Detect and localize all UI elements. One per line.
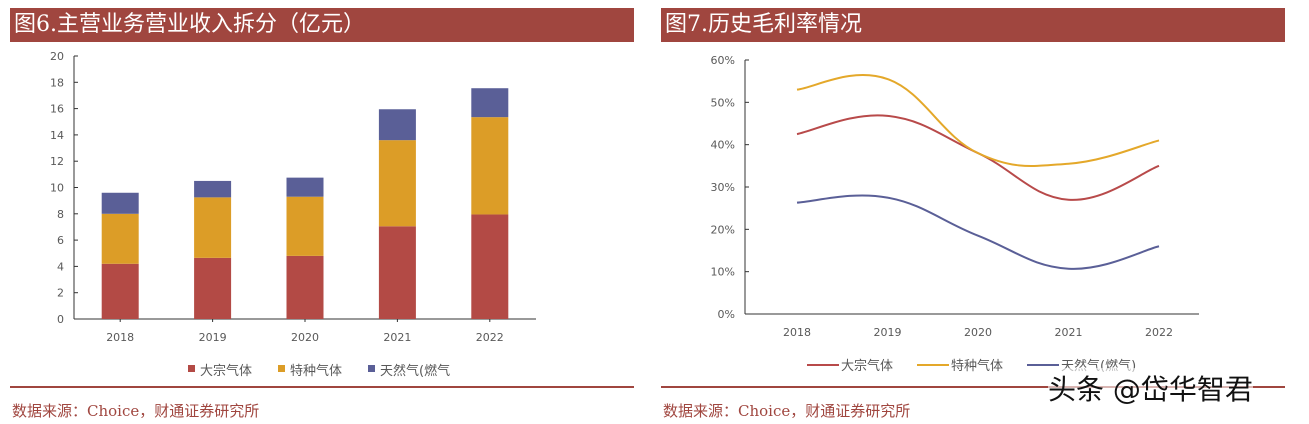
chart-title: 图6.主营业务营业收入拆分（亿元）: [10, 8, 634, 42]
bar-1-2018: [101, 213, 139, 264]
legend-label: 天然气(燃气: [380, 363, 450, 379]
y-tick-label: 18: [50, 76, 64, 89]
y-tick-label: 14: [50, 129, 64, 142]
bar-2-2019: [194, 180, 232, 198]
chart-panel-revenue: 图6.主营业务营业收入拆分（亿元） 0 2 4 6 8 10 12 14 16 18 20 2018 2…: [10, 0, 634, 424]
chart-panel-margin: 图7.历史毛利率情况 0% 10% 20% 30% 40% 50% 60% 2018 2019 2…: [661, 0, 1285, 424]
x-tick-label: 2019: [199, 331, 227, 344]
y-tick-label: 12: [50, 155, 64, 168]
y-tick-label: 50%: [711, 96, 735, 109]
bar-0-2021: [378, 226, 416, 319]
y-tick-label: 16: [50, 103, 64, 116]
bar-2-2021: [378, 109, 416, 141]
bar-0-2018: [101, 263, 139, 319]
bar-0-2020: [286, 255, 324, 319]
x-tick-label: 2022: [1145, 326, 1173, 339]
bar-1-2020: [286, 196, 324, 256]
y-tick-label: 8: [57, 208, 64, 221]
y-tick-label: 10%: [711, 266, 735, 279]
line-series-2: [796, 194, 1160, 270]
x-tick-label: 2018: [783, 326, 811, 339]
x-tick-label: 2022: [476, 331, 504, 344]
legend-label: 大宗气体: [841, 358, 893, 374]
legend-label: 特种气体: [951, 358, 1003, 374]
legend-swatch: [278, 365, 285, 372]
y-tick-label: 30%: [711, 181, 735, 194]
divider: [661, 386, 1285, 388]
stacked-bar-chart: 0 2 4 6 8 10 12 14 16 18 20 2018 2019 2020 2021 2022 大宗气…: [50, 50, 536, 379]
line-chart: 0% 10% 20% 30% 40% 50% 60% 2018 2019 2020 2021 2022…: [711, 54, 1199, 374]
line-series-1: [796, 74, 1160, 167]
y-tick-label: 6: [57, 234, 64, 247]
source-note: 数据来源：Choice，财通证券研究所: [12, 402, 260, 420]
y-tick-label: 20: [50, 50, 64, 63]
x-tick-label: 2018: [106, 331, 134, 344]
source-note: 数据来源：Choice，财通证券研究所: [663, 402, 911, 420]
x-tick-label: 2019: [874, 326, 902, 339]
bar-2-2018: [101, 192, 139, 214]
y-tick-label: 0: [57, 313, 64, 326]
y-tick-label: 20%: [711, 223, 735, 236]
divider: [10, 386, 634, 388]
bar-0-2022: [471, 214, 509, 319]
y-tick-label: 2: [57, 287, 64, 300]
bar-0-2019: [194, 257, 232, 319]
y-tick-label: 0%: [718, 308, 735, 321]
x-tick-label: 2020: [291, 331, 319, 344]
bar-1-2021: [378, 140, 416, 227]
x-tick-label: 2021: [383, 331, 411, 344]
bar-1-2022: [471, 117, 509, 215]
x-tick-label: 2021: [1055, 326, 1083, 339]
legend-label: 特种气体: [290, 363, 342, 379]
y-tick-label: 4: [57, 260, 64, 273]
legend-label: 大宗气体: [200, 363, 252, 379]
bar-2-2022: [471, 88, 509, 118]
watermark: 头条 @岱华智君: [1048, 368, 1253, 408]
y-tick-label: 40%: [711, 139, 735, 152]
y-tick-label: 10: [50, 182, 64, 195]
bar-2-2020: [286, 177, 324, 197]
x-tick-label: 2020: [964, 326, 992, 339]
legend-swatch: [188, 365, 195, 372]
bar-1-2019: [194, 197, 232, 258]
legend-swatch: [368, 365, 375, 372]
chart-title: 图7.历史毛利率情况: [661, 8, 1285, 42]
y-tick-label: 60%: [711, 54, 735, 67]
